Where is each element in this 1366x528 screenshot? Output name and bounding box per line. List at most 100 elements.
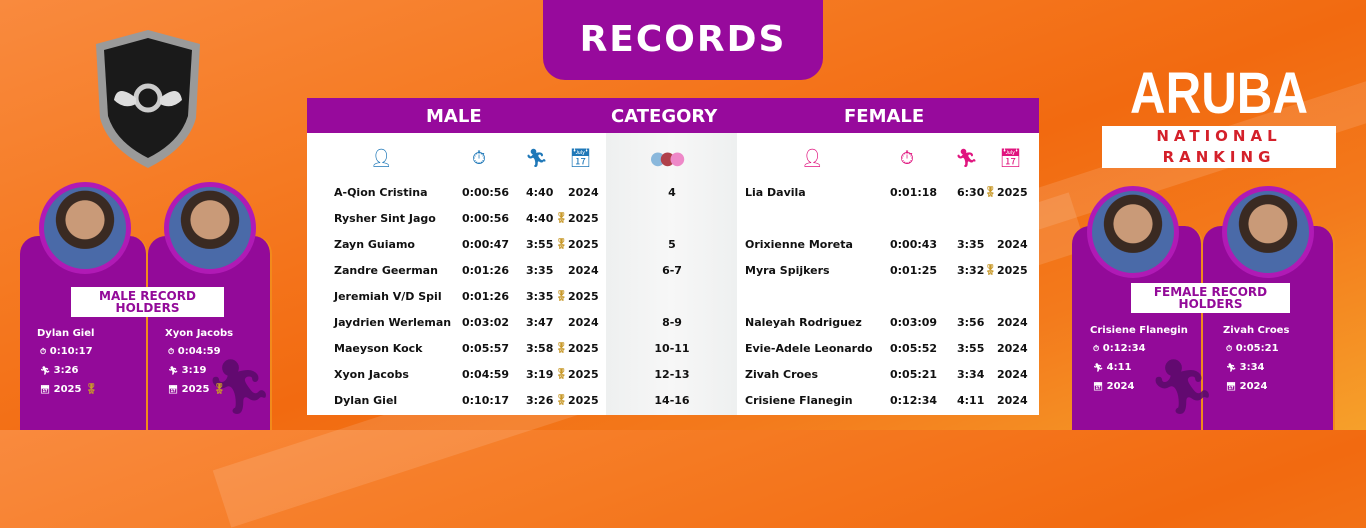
holder-time: ⏱︎ 0:05:21 (1226, 343, 1279, 354)
holder-pace: 🏃︎ 4:11 (1093, 362, 1132, 373)
female-year: 2024 (997, 342, 1028, 355)
holder-year: 📅︎ 2024 (1226, 381, 1267, 392)
female-name: Myra Spijkers (745, 264, 830, 277)
holder-pace-value: 3:26 (53, 365, 79, 376)
table-row: Rysher Sint Jago 0:00:56 4:40 2025 🎖︎ (307, 212, 1039, 232)
holder-pace-value: 3:19 (181, 365, 207, 376)
holder-pace: 🏃︎ 3:19 (168, 365, 207, 376)
holder-year: 📅︎ 2025 🎖︎ (168, 384, 226, 395)
holder-year-value: 2025 (181, 384, 210, 395)
holder-name: Xyon Jacobs (165, 328, 234, 339)
female-year: 2024 (997, 238, 1028, 251)
stopwatch-icon: ⏱︎ (472, 148, 487, 169)
male-year: 2025 (568, 290, 599, 303)
table-row: Jaydrien Werleman 0:03:02 3:47 2024 8-9 Naley… (307, 316, 1039, 336)
holder-name: Zivah Croes (1223, 325, 1290, 336)
male-pace: 3:55 (526, 238, 554, 251)
female-time: 0:01:25 (890, 264, 938, 277)
holder-time: ⏱︎ 0:10:17 (40, 346, 93, 357)
female-pace: 3:35 (957, 238, 985, 251)
medal-icon: 🎖︎ (555, 369, 568, 380)
medal-icon: 🎖︎ (984, 187, 997, 198)
male-pace: 3:26 (526, 394, 554, 407)
female-name: Crisiene Flanegin (745, 394, 853, 407)
holder-time: ⏱︎ 0:12:34 (1093, 343, 1146, 354)
person-icon: 👤︎ (370, 148, 393, 169)
male-year: 2025 (568, 238, 599, 251)
male-name: Jaydrien Werleman (334, 316, 452, 329)
medal-icon: 🎖︎ (555, 395, 568, 406)
holder-pace-value: 4:11 (1106, 362, 1132, 373)
holder-time-value: 0:04:59 (177, 346, 221, 357)
female-pace: 3:56 (957, 316, 985, 329)
male-pace: 3:47 (526, 316, 554, 329)
male-time: 0:05:57 (462, 342, 510, 355)
female-year: 2024 (997, 368, 1028, 381)
category: 12-13 (654, 368, 690, 381)
female-time: 0:12:34 (890, 394, 938, 407)
female-runner-icon: 🏃︎ (955, 148, 978, 169)
female-pace: 6:30 (957, 186, 985, 199)
category: 8-9 (662, 316, 682, 329)
medal-icon: 🎖︎ (84, 384, 98, 395)
male-year: 2025 (568, 394, 599, 407)
category-column (606, 133, 737, 415)
medal-icon: 🎖︎ (555, 291, 568, 302)
female-time: 0:05:52 (890, 342, 938, 355)
category: 14-16 (654, 394, 690, 407)
logo-shield (92, 28, 204, 170)
medal-icon: 🎖︎ (555, 213, 568, 224)
holder-year-value: 2024 (1239, 381, 1268, 392)
holder-year-value: 2025 (53, 384, 82, 395)
brand: ARUBA NATIONAL RANKING (1102, 62, 1336, 168)
male-name: Dylan Giel (334, 394, 398, 407)
calendar-icon: 📅︎ (168, 385, 179, 394)
female-time: 0:00:43 (890, 238, 938, 251)
female-pace: 3:34 (957, 368, 985, 381)
female-time: 0:05:21 (890, 368, 938, 381)
holder-time-value: 0:12:34 (1102, 343, 1146, 354)
female-name: Evie-Adele Leonardo (745, 342, 873, 355)
group-icon: ●●● (650, 148, 685, 169)
male-pace: 4:40 (526, 186, 554, 199)
holder-pace: 🏃︎ 3:26 (40, 365, 79, 376)
holder-year-value: 2024 (1106, 381, 1135, 392)
stopwatch-icon: ⏱︎ (1226, 344, 1233, 353)
male-name: Zandre Geerman (334, 264, 438, 277)
holder-year: 📅︎ 2024 (1093, 381, 1134, 392)
female-name: Orixienne Moreta (745, 238, 853, 251)
male-time: 0:01:26 (462, 264, 510, 277)
male-name: A-Qion Cristina (334, 186, 428, 199)
calendar-icon: 📅︎ (1093, 382, 1104, 391)
header-male: MALE (426, 106, 482, 127)
male-time: 0:04:59 (462, 368, 510, 381)
holder-pace-value: 3:34 (1239, 362, 1265, 373)
female-person-icon: 👤︎ (801, 148, 824, 169)
brand-subtitle: NATIONAL RANKING (1102, 126, 1336, 168)
calendar-icon: 📅︎ (569, 148, 592, 169)
table-row: A-Qion Cristina 0:00:56 4:40 2024 4 Lia Davil… (307, 186, 1039, 206)
holder-time-value: 0:05:21 (1235, 343, 1279, 354)
male-year: 2025 (568, 368, 599, 381)
brand-title: ARUBA (1129, 61, 1309, 126)
holder-time-value: 0:10:17 (49, 346, 93, 357)
male-pace: 3:58 (526, 342, 554, 355)
header-category: CATEGORY (611, 106, 718, 127)
records-table: MALE CATEGORY FEMALE 👤︎ ⏱︎ 🏃︎ 📅︎ ●●● 👤︎ … (307, 98, 1039, 415)
female-holder-photo-2 (1222, 186, 1314, 278)
male-year: 2024 (568, 186, 599, 199)
male-time: 0:00:56 (462, 212, 510, 225)
male-holder-photo-2 (164, 182, 256, 274)
runner-icon: 🏃︎ (525, 148, 548, 169)
category: 4 (668, 186, 676, 199)
page-title: RECORDS (543, 0, 823, 80)
runner-icon: 🏃︎ (40, 366, 51, 375)
category: 10-11 (654, 342, 690, 355)
category: 6-7 (662, 264, 682, 277)
medal-icon: 🎖︎ (984, 265, 997, 276)
male-holder-photo-1 (39, 182, 131, 274)
male-pace: 3:35 (526, 264, 554, 277)
female-pace: 3:55 (957, 342, 985, 355)
category: 5 (668, 238, 676, 251)
table-row: Jeremiah V/D Spil 0:01:26 3:35 2025 🎖︎ (307, 290, 1039, 310)
